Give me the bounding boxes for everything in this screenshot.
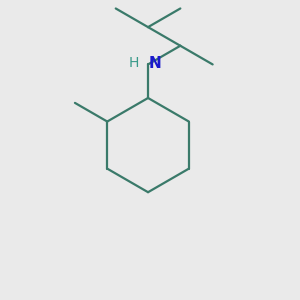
Text: H: H: [129, 56, 139, 70]
Text: N: N: [149, 56, 162, 71]
